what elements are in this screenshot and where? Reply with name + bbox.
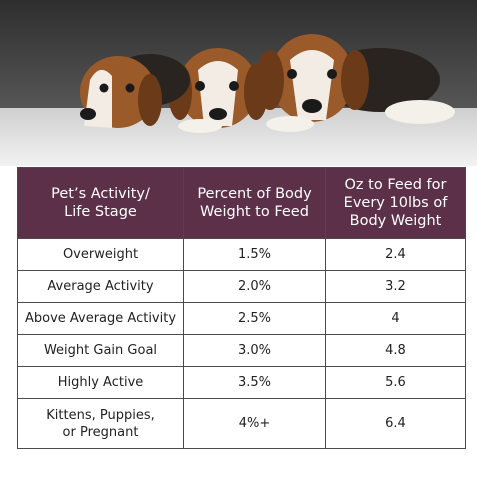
cell-text-line: or Pregnant — [62, 424, 139, 440]
cell-text-line: 4.8 — [385, 343, 406, 358]
table-cell: 2.0% — [183, 270, 326, 303]
table-cell: 2.5% — [183, 302, 326, 335]
cell-text-line: 3.0% — [237, 343, 272, 358]
table-cell: Above Average Activity — [17, 302, 184, 335]
table-cell: Weight Gain Goal — [17, 334, 184, 367]
table-row: Above Average Activity 2.5% 4 — [17, 302, 466, 335]
cell-text-line: 2.0% — [237, 279, 272, 294]
feeding-table: Pet’s Activity/Life Stage Percent of Body… — [17, 167, 466, 449]
cell-text-line: 5.6 — [385, 375, 406, 390]
puppies-photo — [0, 0, 477, 166]
cell-text-line: Weight to Feed — [200, 204, 309, 220]
table-cell: 3.0% — [183, 334, 326, 367]
cell-text-line: Weight Gain Goal — [43, 343, 158, 358]
table-cell: 3.5% — [183, 366, 326, 399]
cell-text-line: 4 — [391, 311, 400, 326]
cell-text-line: 3.5% — [237, 375, 272, 390]
table-cell: Average Activity — [17, 270, 184, 303]
table-row: Kittens, Puppies, or Pregnant 4%+ 6.4 — [17, 398, 466, 449]
table-row: Weight Gain Goal 3.0% 4.8 — [17, 334, 466, 367]
table-cell: 4 — [325, 302, 466, 335]
table-cell: Overweight — [17, 238, 184, 271]
table-cell: Highly Active — [17, 366, 184, 399]
cell-text-line: Life Stage — [64, 204, 137, 220]
header-cell: Percent of Body Weight to Feed — [183, 167, 326, 239]
cell-text-line: 6.4 — [385, 416, 406, 431]
cell-text-line: Oz to Feed for — [344, 177, 447, 193]
table-cell: 3.2 — [325, 270, 466, 303]
cell-text-line: Kittens, Puppies, — [46, 407, 155, 423]
header-cell: Pet’s Activity/Life Stage — [17, 167, 184, 239]
table-row: Overweight 1.5% 2.4 — [17, 238, 466, 271]
table-cell: 6.4 — [325, 398, 466, 449]
cell-text-line: Average Activity — [47, 279, 154, 294]
cell-text-line: 2.5% — [237, 311, 272, 326]
cell-text-line: 1.5% — [237, 247, 272, 262]
cell-text-line: Above Average Activity — [24, 311, 177, 326]
table-cell: 2.4 — [325, 238, 466, 271]
table-row: Highly Active 3.5% 5.6 — [17, 366, 466, 399]
cell-text-line: Every 10lbs of — [343, 195, 448, 211]
header-cell: Oz to Feed for Every 10lbs of Body Weight — [325, 167, 466, 239]
table-cell: 1.5% — [183, 238, 326, 271]
header-row: Pet’s Activity/Life Stage Percent of Body… — [17, 167, 466, 239]
cell-text-line: Body Weight — [349, 213, 442, 229]
cell-text-line: 2.4 — [385, 247, 406, 262]
table-body: Overweight 1.5% 2.4 Average Activity 2.0% 3.2… — [17, 238, 466, 449]
cell-text-line: Highly Active — [57, 375, 144, 390]
cell-text-line: Pet’s Activity/ — [51, 186, 150, 202]
cell-text-line: Percent of Body — [197, 186, 312, 202]
cell-text-line: 4%+ — [238, 416, 271, 431]
cell-text-line: Overweight — [62, 247, 139, 262]
table-row: Average Activity 2.0% 3.2 — [17, 270, 466, 303]
table-cell: 4.8 — [325, 334, 466, 367]
cell-text-line: 3.2 — [385, 279, 406, 294]
table-cell: Kittens, Puppies, or Pregnant — [17, 398, 184, 449]
table-cell: 5.6 — [325, 366, 466, 399]
table-cell: 4%+ — [183, 398, 326, 449]
